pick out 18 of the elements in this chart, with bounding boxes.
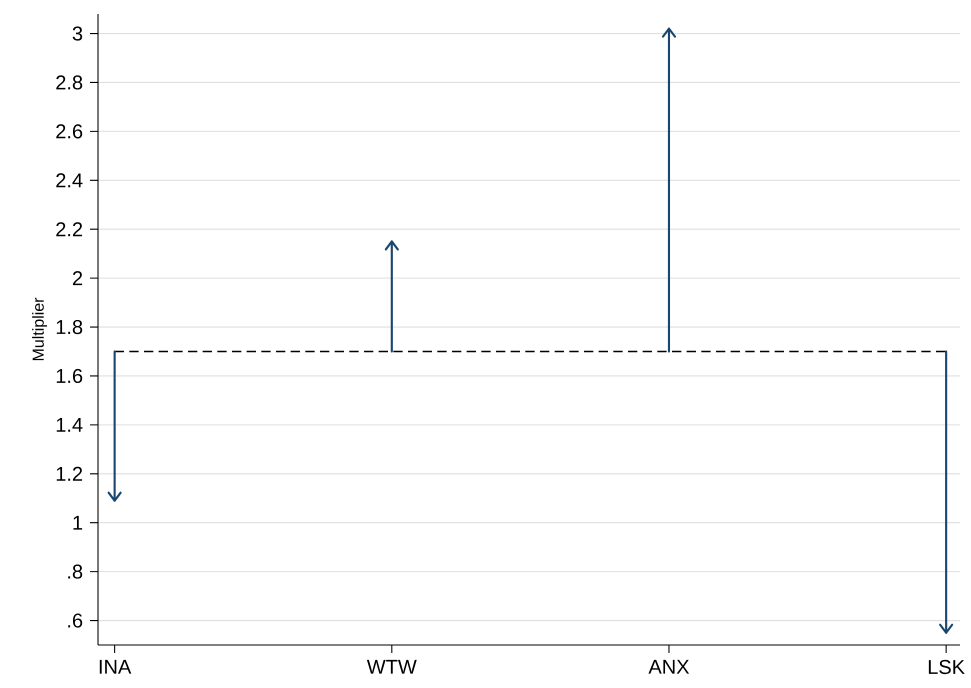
x-tick-label: INA — [100, 660, 132, 674]
y-tick-label: 1.8 — [56, 320, 82, 334]
y-tick-label: 2.4 — [56, 173, 82, 188]
y-tick-label: 1.2 — [56, 466, 82, 481]
y-tick-label: 2.8 — [56, 75, 82, 90]
y-tick-label: .6 — [68, 613, 82, 628]
y-tick-label: 1 — [73, 516, 82, 530]
y-tick-label: 2.6 — [56, 124, 82, 138]
y-tick-label: 2 — [72, 271, 82, 286]
y-tick-label: 3 — [72, 26, 82, 41]
y-tick-label: 1.6 — [56, 368, 82, 384]
x-tick-label: LSK — [928, 660, 965, 674]
y-axis-title: Multiplier — [32, 298, 48, 360]
y-tick-label: .8 — [68, 564, 82, 579]
x-tick-label: WTW — [366, 660, 417, 674]
y-tick-label: 2.2 — [56, 222, 82, 236]
y-tick-label: 1.4 — [56, 418, 82, 432]
x-tick-label: ANX — [648, 660, 690, 674]
